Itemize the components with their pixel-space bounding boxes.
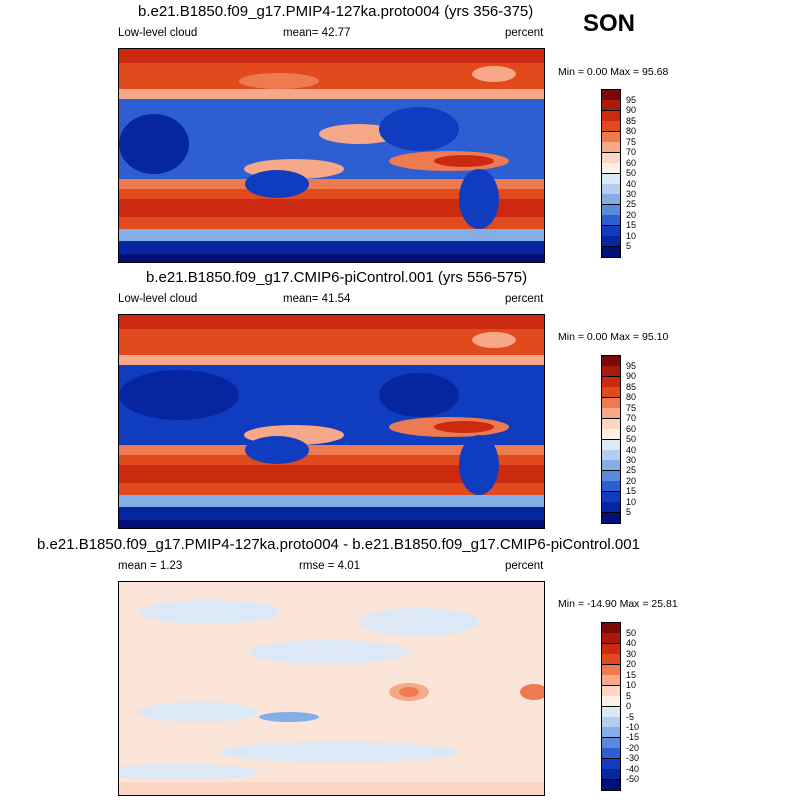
- panel-2-colorbar-tick: 85: [626, 382, 637, 392]
- panel-1-colorbar-tick: 50: [626, 168, 637, 178]
- panel-1-colorbar-tick: 75: [626, 137, 637, 147]
- panel-2-colorbar-tick: 25: [626, 465, 637, 475]
- panel-1-colorbar: [601, 89, 621, 258]
- panel-3-colorbar-tick: 10: [626, 680, 637, 690]
- panel-3-colorbar-swatch: [602, 769, 620, 780]
- panel-3-colorbar-tick: 20: [626, 659, 637, 669]
- panel-1-colorbar-tick: 40: [626, 179, 637, 189]
- panel-2-minmax: Min = 0.00 Max = 95.10: [558, 331, 669, 343]
- panel-1-colorbar-swatch: [602, 194, 620, 205]
- panel-2-map: [118, 314, 545, 529]
- panel-2-colorbar-swatch: [602, 513, 620, 523]
- panel-2-colorbar-tick: 20: [626, 476, 637, 486]
- panel-1-colorbar-tick: 20: [626, 210, 637, 220]
- panel-1-colorbar-swatch: [602, 142, 620, 153]
- panel-1-colorbar-tick: 90: [626, 105, 637, 115]
- panel-3-colorbar-tick: 5: [626, 691, 632, 701]
- panel-2-colorbar-tick: 70: [626, 413, 637, 423]
- panel-1-colorbar-swatch: [602, 215, 620, 226]
- panel-3-colorbar-tick: 30: [626, 649, 637, 659]
- season-label: SON: [583, 10, 636, 37]
- panel-3-mean-label: mean = 1.23: [118, 560, 183, 572]
- panel-1-colorbar-swatch: [602, 100, 620, 111]
- panel-1-colorbar-swatch: [602, 247, 620, 257]
- panel-1-colorbar-swatch: [602, 121, 620, 132]
- panel-2-colorbar-swatch: [602, 429, 620, 440]
- panel-3-colorbar-tick: -30: [626, 753, 640, 763]
- panel-3-colorbar-tick: -15: [626, 732, 640, 742]
- panel-2-colorbar-tick: 75: [626, 403, 637, 413]
- panel-2-colorbar-swatch: [602, 366, 620, 377]
- panel-3-colorbar-tick: 0: [626, 701, 632, 711]
- panel-1-colorbar-swatch: [602, 236, 620, 247]
- panel-2-colorbar-tick: 95: [626, 361, 637, 371]
- panel-3-colorbar-swatch: [602, 748, 620, 759]
- panel-3-map-field: [119, 582, 544, 795]
- panel-3-title: b.e21.B1850.f09_g17.PMIP4-127ka.proto004…: [37, 536, 640, 553]
- panel-2-units-label: percent: [505, 293, 544, 305]
- panel-1-map-field: [119, 49, 544, 262]
- panel-3-colorbar-swatch: [602, 780, 620, 790]
- panel-3-colorbar-tick: 40: [626, 638, 637, 648]
- panel-2-colorbar-swatch: [602, 502, 620, 513]
- panel-2-colorbar-swatch: [602, 408, 620, 419]
- panel-2-colorbar-swatch: [602, 481, 620, 492]
- panel-1-colorbar-tick: 25: [626, 199, 637, 209]
- panel-2-variable-label: Low-level cloud: [118, 293, 198, 305]
- panel-2-mean-label: mean= 41.54: [283, 293, 351, 305]
- panel-1-colorbar-tick: 15: [626, 220, 637, 230]
- panel-2-colorbar-swatch: [602, 460, 620, 471]
- panel-2-colorbar-tick: 80: [626, 392, 637, 402]
- panel-3-colorbar-tick: -10: [626, 722, 640, 732]
- panel-3-colorbar-tick: -5: [626, 712, 635, 722]
- panel-3-colorbar-tick: 50: [626, 628, 637, 638]
- panel-1-map: [118, 48, 545, 263]
- panel-3-colorbar-tick: -40: [626, 764, 640, 774]
- panel-3-colorbar-swatch: [602, 696, 620, 707]
- panel-3-units-label: percent: [505, 560, 544, 572]
- panel-1-colorbar-tick: 70: [626, 147, 637, 157]
- panel-2-title: b.e21.B1850.f09_g17.CMIP6-piControl.001 …: [146, 269, 528, 286]
- panel-1-colorbar-swatch: [602, 163, 620, 174]
- panel-2-colorbar-tick: 10: [626, 497, 637, 507]
- panel-1-colorbar-tick: 30: [626, 189, 637, 199]
- panel-3-colorbar-swatch: [602, 675, 620, 686]
- panel-1-units-label: percent: [505, 27, 544, 39]
- panel-2-colorbar-tick: 90: [626, 371, 637, 381]
- panel-1-mean-label: mean= 42.77: [283, 27, 351, 39]
- panel-3-minmax: Min = -14.90 Max = 25.81: [558, 598, 678, 610]
- panel-1-minmax: Min = 0.00 Max = 95.68: [558, 66, 669, 78]
- panel-3-colorbar-tick: 15: [626, 670, 637, 680]
- panel-2-colorbar-tick: 40: [626, 445, 637, 455]
- panel-1-title: b.e21.B1850.f09_g17.PMIP4-127ka.proto004…: [138, 3, 534, 20]
- panel-2-colorbar-swatch: [602, 387, 620, 398]
- panel-2-colorbar-tick: 15: [626, 486, 637, 496]
- panel-3-colorbar-swatch: [602, 633, 620, 644]
- panel-1-colorbar-tick: 5: [626, 241, 632, 251]
- panel-2-colorbar-tick: 30: [626, 455, 637, 465]
- panel-3-rmse-label: rmse = 4.01: [299, 560, 361, 572]
- panel-2-colorbar: [601, 355, 621, 524]
- panel-3-colorbar-swatch: [602, 727, 620, 738]
- panel-3-colorbar: [601, 622, 621, 791]
- panel-2-colorbar-tick: 5: [626, 507, 632, 517]
- panel-1-colorbar-tick: 80: [626, 126, 637, 136]
- panel-3-colorbar-tick: -50: [626, 774, 640, 784]
- panel-2-colorbar-tick: 60: [626, 424, 637, 434]
- panel-1-colorbar-tick: 95: [626, 95, 637, 105]
- panel-1-colorbar-tick: 60: [626, 158, 637, 168]
- panel-3-colorbar-swatch: [602, 654, 620, 665]
- panel-1-colorbar-tick: 10: [626, 231, 637, 241]
- panel-1-colorbar-tick: 85: [626, 116, 637, 126]
- panel-3-map: [118, 581, 545, 796]
- panel-2-map-field: [119, 315, 544, 528]
- panel-1-variable-label: Low-level cloud: [118, 27, 198, 39]
- panel-2-colorbar-tick: 50: [626, 434, 637, 444]
- panel-3-colorbar-tick: -20: [626, 743, 640, 753]
